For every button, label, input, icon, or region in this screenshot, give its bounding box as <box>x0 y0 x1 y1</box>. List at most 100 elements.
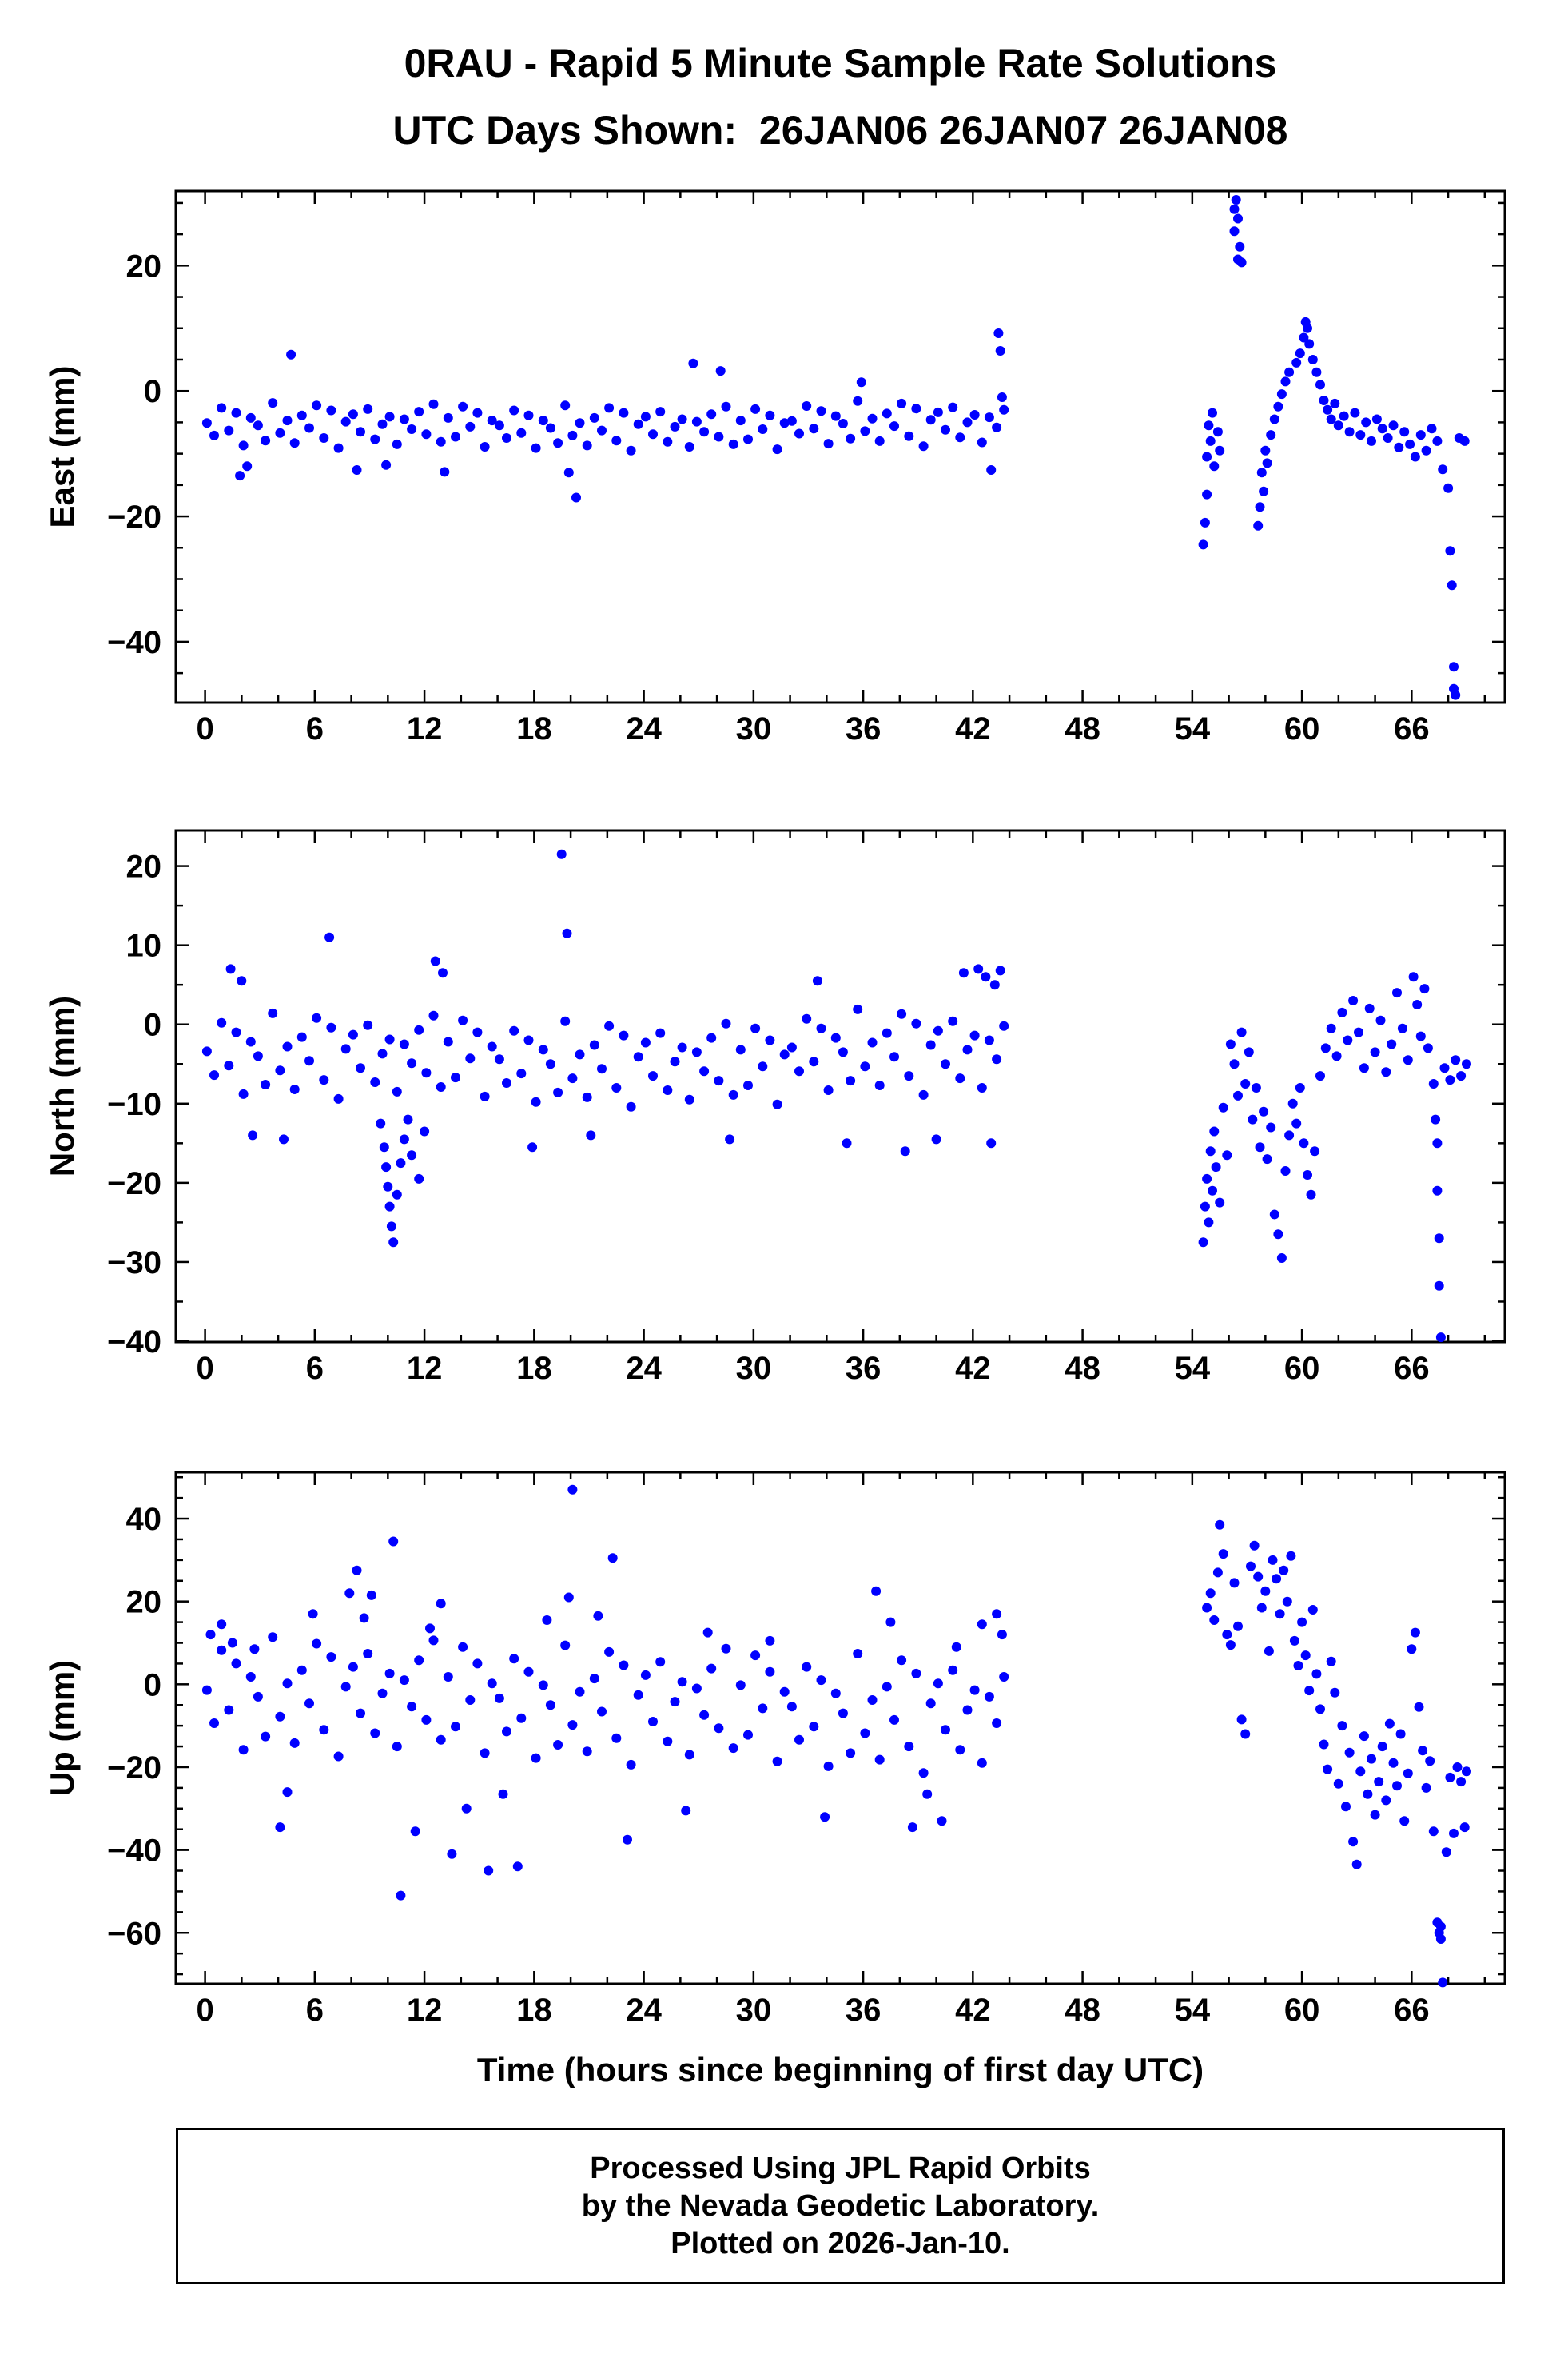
data-point <box>992 1718 1002 1728</box>
data-point <box>897 398 907 408</box>
y-tick-label: 40 <box>126 1502 162 1537</box>
data-point <box>1284 1130 1295 1141</box>
data-point <box>1244 1047 1254 1057</box>
data-point <box>428 1635 439 1646</box>
data-point <box>381 1162 392 1173</box>
data-point <box>933 1025 943 1036</box>
data-point <box>735 416 746 426</box>
data-point <box>619 408 629 418</box>
data-point <box>359 1613 369 1623</box>
data-point <box>925 1698 936 1709</box>
data-point <box>765 1035 775 1045</box>
data-point <box>802 1013 812 1024</box>
data-point <box>670 1697 680 1707</box>
data-point <box>681 1806 691 1816</box>
data-point <box>1286 1551 1296 1561</box>
data-point <box>366 1590 376 1600</box>
data-point <box>386 1221 396 1232</box>
data-point <box>225 964 236 974</box>
data-point <box>1428 1079 1439 1089</box>
plot-frame <box>174 829 1506 1344</box>
data-point <box>480 1748 490 1758</box>
data-point <box>977 1083 987 1093</box>
data-point <box>1451 690 1461 700</box>
data-point <box>823 439 834 449</box>
data-point <box>1414 1702 1424 1712</box>
data-point <box>542 1615 552 1625</box>
data-point <box>1363 1789 1373 1799</box>
data-point <box>922 1789 933 1799</box>
y-tick-label: −40 <box>107 1324 161 1360</box>
data-point <box>333 443 344 453</box>
data-point <box>951 1642 961 1652</box>
y-tick-label: −20 <box>107 1166 161 1201</box>
data-point <box>1205 436 1216 446</box>
data-point <box>986 465 997 475</box>
data-point <box>809 424 819 434</box>
data-point <box>699 1066 710 1077</box>
data-point <box>633 419 643 429</box>
data-point <box>1323 1764 1333 1774</box>
panel-north: 0 6 12 18 24 30 36 42 48 54 60 66 −40 −30 −20 −10 0 10 20 <box>107 829 1506 1386</box>
data-point <box>217 1619 227 1630</box>
data-point <box>245 412 256 423</box>
data-point <box>410 1826 420 1837</box>
data-point <box>1205 1588 1216 1599</box>
data-point <box>885 1617 896 1627</box>
data-point <box>575 1686 585 1697</box>
data-point <box>538 416 548 426</box>
data-point <box>633 1052 643 1062</box>
data-point <box>995 966 1005 976</box>
data-point <box>1262 458 1272 468</box>
data-point <box>948 402 958 412</box>
data-point <box>1295 348 1305 359</box>
data-point <box>1287 1098 1298 1109</box>
x-tick-label: 54 <box>1175 711 1211 747</box>
north-axis-label: North (mm) <box>43 995 81 1177</box>
data-point <box>1251 1083 1261 1093</box>
x-tick-label: 66 <box>1394 711 1430 747</box>
data-point <box>261 436 271 446</box>
x-axis-ticks: 0 6 12 18 24 30 36 42 48 54 60 66 <box>196 830 1430 1386</box>
data-point <box>1319 1739 1329 1750</box>
data-point <box>1432 1185 1443 1196</box>
data-point <box>1449 662 1459 672</box>
y-tick-label: 10 <box>126 929 162 964</box>
data-point <box>388 1237 399 1248</box>
data-point <box>918 1089 929 1100</box>
data-point <box>728 1743 738 1754</box>
data-point <box>333 1093 344 1104</box>
x-minor-ticks <box>241 830 1486 1342</box>
data-point <box>458 401 468 412</box>
data-point <box>1408 972 1419 982</box>
data-point <box>772 444 782 455</box>
data-point <box>699 1710 710 1720</box>
x-tick-label: 36 <box>846 1351 882 1386</box>
data-point <box>1212 427 1223 437</box>
data-point <box>977 1758 987 1768</box>
data-point <box>816 406 826 416</box>
data-point <box>531 1753 541 1763</box>
x-tick-label: 48 <box>1065 711 1100 747</box>
data-point <box>846 1076 856 1086</box>
data-point <box>231 408 241 418</box>
data-point <box>593 1611 603 1621</box>
data-point <box>1198 539 1208 550</box>
data-point <box>604 1021 615 1031</box>
data-point <box>809 1722 819 1732</box>
data-point <box>992 1054 1002 1065</box>
data-point <box>977 437 987 448</box>
data-point <box>308 1609 318 1619</box>
data-point <box>1418 1746 1428 1756</box>
data-point <box>611 1733 622 1743</box>
data-point <box>545 1700 555 1710</box>
data-point <box>1202 1603 1212 1613</box>
data-point <box>289 1738 300 1748</box>
data-point <box>451 1073 460 1083</box>
data-point <box>586 1130 596 1141</box>
data-point <box>715 366 726 376</box>
y-tick-label: −30 <box>107 1245 161 1280</box>
data-point <box>1218 1549 1228 1559</box>
data-point <box>1330 1687 1340 1698</box>
data-point <box>1344 1747 1355 1758</box>
